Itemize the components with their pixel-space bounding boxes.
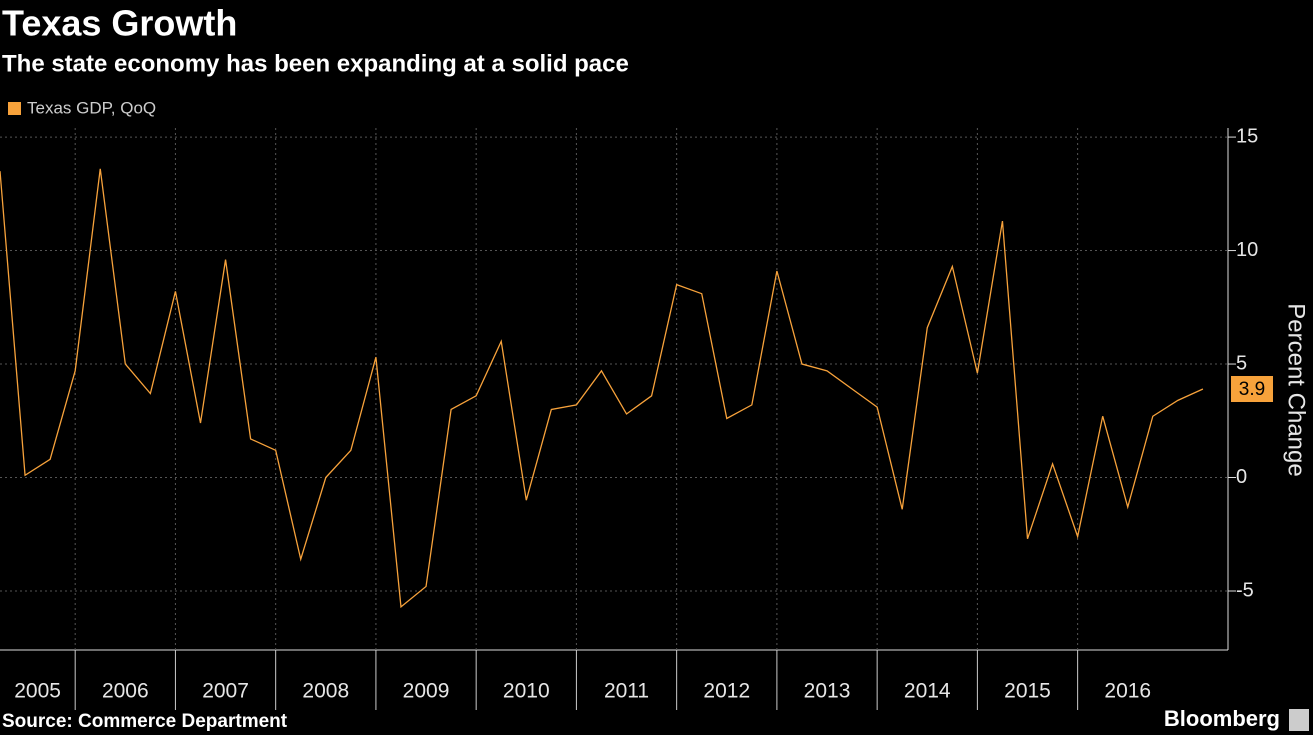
- last-value-label: 3.9: [1239, 379, 1265, 400]
- x-tick-label: 2005: [14, 680, 61, 703]
- data-line: [0, 168, 1204, 609]
- x-tick-label: 2016: [1104, 680, 1151, 703]
- x-tick-label: 2008: [302, 680, 349, 703]
- brand: Bloomberg: [1164, 706, 1280, 731]
- y-tick-label: 0: [1236, 466, 1247, 488]
- y-tick-label: 5: [1236, 352, 1247, 374]
- x-tick-label: 2012: [703, 680, 750, 703]
- last-value-box: [1231, 376, 1273, 402]
- x-tick-label: 2010: [503, 680, 550, 703]
- x-tick-label: 2009: [403, 680, 450, 703]
- legend-swatch: [8, 102, 21, 115]
- y-axis-label: Percent Change: [1283, 303, 1310, 476]
- x-tick-label: 2014: [904, 680, 951, 703]
- x-tick-label: 2013: [804, 680, 851, 703]
- x-tick-label: 2011: [604, 680, 649, 703]
- y-tick-label: 10: [1236, 239, 1258, 261]
- legend-label: Texas GDP, QoQ: [27, 98, 156, 117]
- y-tick-label: 15: [1236, 125, 1258, 147]
- chart-title: Texas Growth: [2, 3, 237, 44]
- x-tick-label: 2015: [1004, 680, 1051, 703]
- chart-subtitle: The state economy has been expanding at …: [2, 50, 629, 77]
- x-tick-label: 2007: [202, 680, 249, 703]
- x-tick-label: 2006: [102, 680, 149, 703]
- brand-icon: [1289, 709, 1309, 731]
- y-tick-label: -5: [1236, 579, 1254, 601]
- source: Source: Commerce Department: [2, 711, 288, 732]
